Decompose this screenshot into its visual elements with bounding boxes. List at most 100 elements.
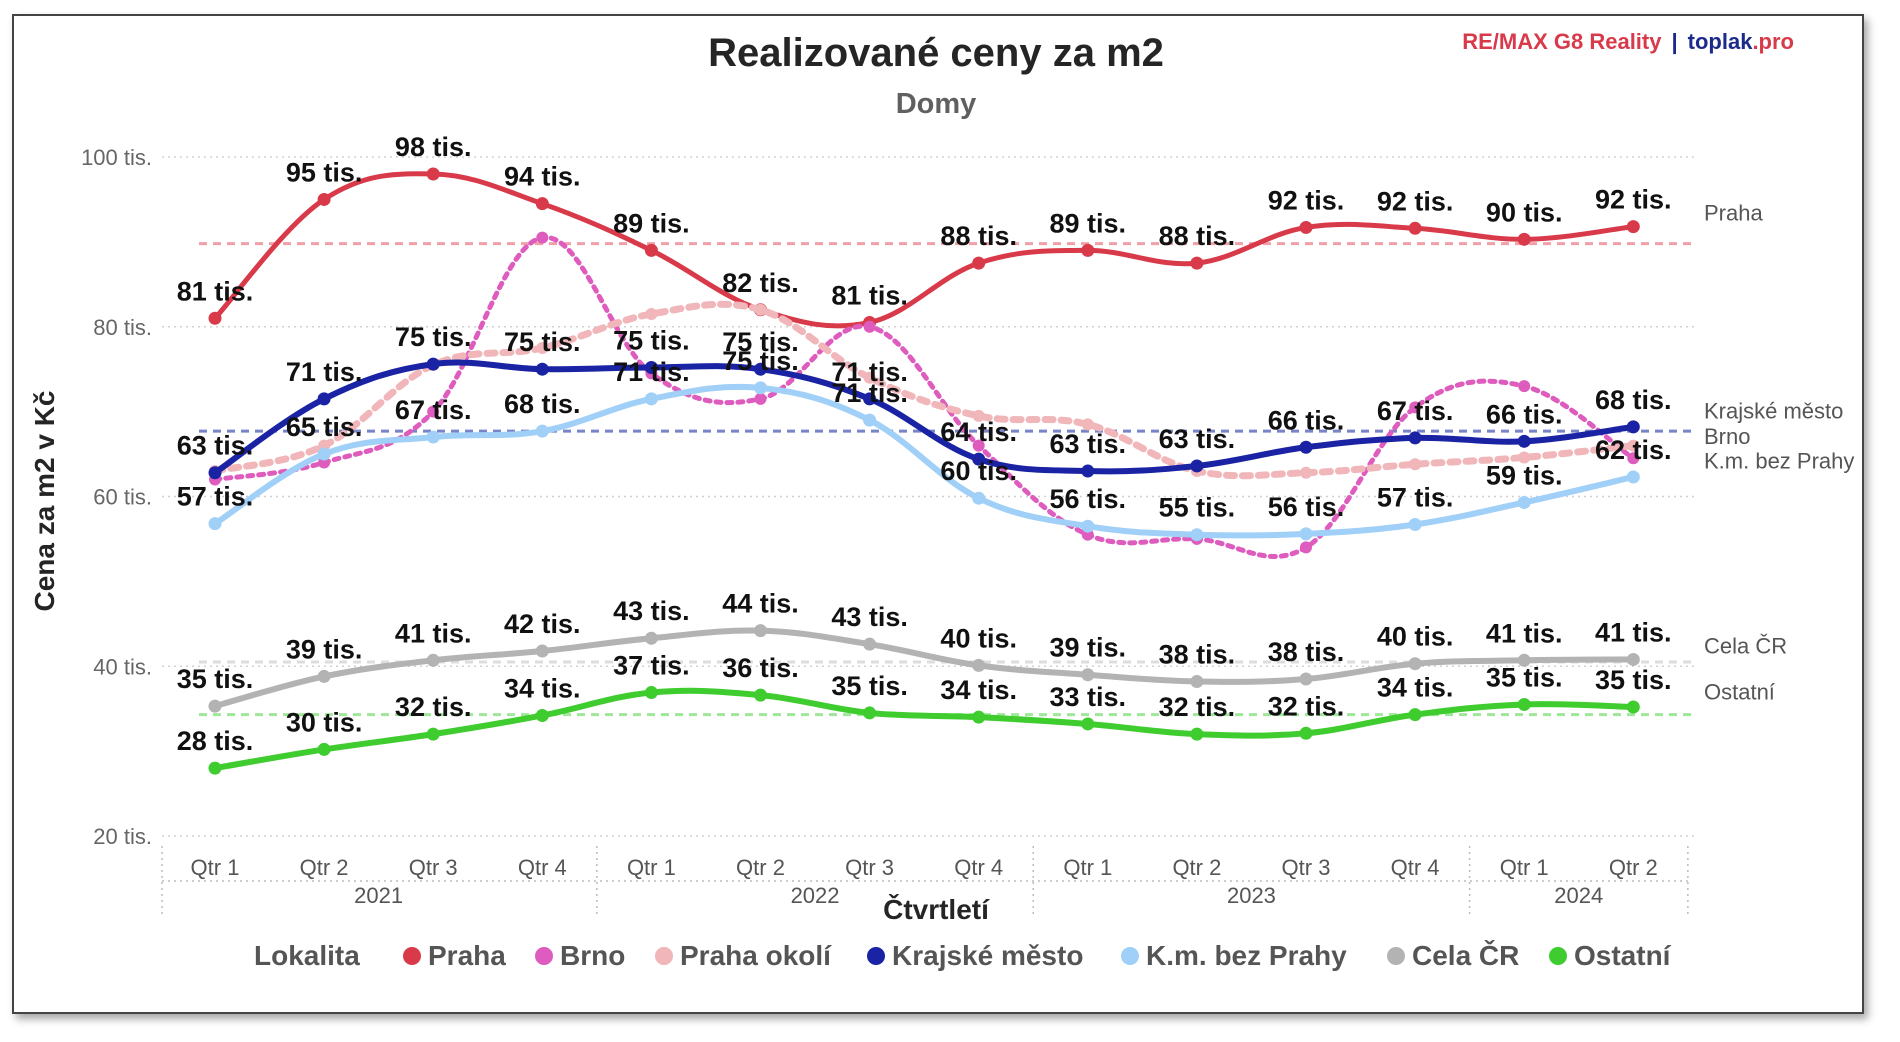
data-point-brno — [536, 231, 549, 244]
data-point-brno — [1627, 452, 1640, 465]
legend-item: Praha — [428, 940, 506, 971]
legend-marker — [655, 947, 673, 965]
brand-separator: | — [1671, 29, 1677, 54]
data-point-ostatn- — [208, 761, 222, 775]
data-label-krajsk-m-sto: 75 tis. — [722, 327, 799, 357]
series — [208, 167, 1640, 775]
data-point-brno — [863, 320, 876, 333]
y-tick-label: 20 tis. — [93, 824, 152, 849]
year-label: 2024 — [1554, 883, 1603, 908]
data-point-ostatn- — [754, 688, 767, 702]
data-point-praha-okol- — [863, 371, 876, 384]
data-label-praha: 88 tis. — [940, 221, 1017, 251]
data-point-krajsk-m-sto — [208, 466, 222, 480]
brand-toplak: toplak — [1688, 29, 1754, 54]
data-point-cela-r — [208, 699, 222, 713]
data-label-cela-r: 38 tis. — [1268, 637, 1345, 667]
data-label-krajsk-m-sto: 68 tis. — [1595, 385, 1672, 415]
end-label: K.m. bez Prahy — [1704, 448, 1854, 473]
data-point-praha-okol- — [1081, 418, 1094, 431]
data-point-krajsk-m-sto — [1408, 431, 1422, 445]
data-point-ostatn- — [535, 708, 549, 722]
x-tick-label: Qtr 1 — [627, 855, 676, 880]
data-label-k-m-bez-prahy: 57 tis. — [1377, 483, 1454, 513]
data-point-krajsk-m-sto — [535, 362, 549, 376]
data-point-krajsk-m-sto — [426, 357, 440, 371]
end-label: Krajské město — [1704, 398, 1843, 423]
data-label-cela-r: 41 tis. — [1486, 618, 1563, 648]
data-label-ostatn-: 36 tis. — [722, 653, 799, 683]
data-label-cela-r: 44 tis. — [722, 589, 799, 619]
data-point-cela-r — [972, 658, 986, 672]
data-label-ostatn-: 33 tis. — [1050, 682, 1127, 712]
data-point-cela-r — [1517, 653, 1531, 667]
data-point-k-m-bez-prahy — [1299, 527, 1313, 541]
data-point-praha — [426, 167, 440, 181]
data-point-krajsk-m-sto — [863, 392, 877, 406]
data-point-praha-okol- — [1627, 439, 1640, 452]
data-point-k-m-bez-prahy — [317, 447, 331, 461]
data-label-krajsk-m-sto: 75 tis. — [395, 322, 472, 352]
data-label-ostatn-: 37 tis. — [613, 651, 690, 681]
data-point-praha-okol- — [972, 409, 985, 422]
y-tick-label: 80 tis. — [93, 315, 152, 340]
data-point-cela-r — [1299, 672, 1313, 686]
data-label-ostatn-: 34 tis. — [1377, 673, 1454, 703]
data-point-praha — [1517, 232, 1531, 246]
data-label-cela-r: 43 tis. — [831, 602, 908, 632]
data-label-praha: 98 tis. — [395, 132, 472, 162]
data-point-krajsk-m-sto — [754, 362, 767, 376]
data-label-praha: 92 tis. — [1595, 185, 1672, 215]
data-label-cela-r: 38 tis. — [1159, 640, 1236, 670]
data-label-ostatn-: 28 tis. — [177, 726, 254, 756]
legend-item: Krajské město — [892, 940, 1083, 971]
data-point-praha-okol- — [536, 341, 549, 354]
x-axis-title: Čtvrtletí — [883, 893, 990, 925]
data-label-cela-r: 39 tis. — [1050, 633, 1127, 663]
brand-remax: RE/MAX G8 Reality — [1462, 29, 1662, 54]
data-point-praha — [1408, 221, 1422, 235]
data-point-ostatn- — [1190, 727, 1204, 741]
data-label-cela-r: 39 tis. — [286, 634, 363, 664]
data-label-cela-r: 43 tis. — [613, 596, 690, 626]
data-point-ostatn- — [1299, 726, 1313, 740]
data-point-krajsk-m-sto — [1190, 459, 1204, 473]
data-point-cela-r — [754, 624, 767, 638]
data-point-krajsk-m-sto — [317, 392, 331, 406]
x-tick-label: Qtr 4 — [1391, 855, 1440, 880]
data-point-brno — [1409, 401, 1422, 414]
data-point-praha — [972, 256, 986, 270]
legend-item: Ostatní — [1574, 940, 1672, 971]
data-point-k-m-bez-prahy — [535, 424, 549, 438]
data-label-krajsk-m-sto: 66 tis. — [1268, 405, 1345, 435]
data-label-krajsk-m-sto: 64 tis. — [940, 417, 1017, 447]
data-label-cela-r: 40 tis. — [940, 623, 1017, 653]
data-point-cela-r — [644, 631, 658, 645]
end-label: Praha — [1704, 201, 1763, 226]
data-point-k-m-bez-prahy — [863, 413, 877, 427]
data-point-ostatn- — [1626, 700, 1640, 714]
data-label-k-m-bez-prahy: 75 tis. — [722, 346, 799, 376]
end-label: Brno — [1704, 424, 1750, 449]
data-label-praha: 94 tis. — [504, 162, 581, 192]
x-tick-label: Qtr 1 — [1500, 855, 1549, 880]
data-point-cela-r — [1190, 675, 1204, 689]
data-point-praha — [1299, 220, 1313, 234]
data-point-ostatn- — [644, 686, 658, 700]
legend-item: Praha okolí — [680, 940, 832, 971]
data-label-k-m-bez-prahy: 67 tis. — [395, 395, 472, 425]
data-point-praha-okol- — [1409, 458, 1422, 471]
chart-frame: Realizované ceny za m2 Domy RE/MAX G8 Re… — [12, 14, 1864, 1014]
data-label-praha: 92 tis. — [1268, 185, 1345, 215]
x-tick-label: Qtr 2 — [736, 855, 785, 880]
x-tick-label: Qtr 2 — [1609, 855, 1658, 880]
y-tick-label: 40 tis. — [93, 654, 152, 679]
data-point-praha — [644, 243, 658, 257]
data-point-cela-r — [1626, 652, 1640, 666]
data-label-krajsk-m-sto: 71 tis. — [286, 357, 363, 387]
legend-item: K.m. bez Prahy — [1146, 940, 1347, 971]
brand-pro: .pro — [1752, 29, 1794, 54]
data-point-praha — [1626, 220, 1640, 234]
data-label-ostatn-: 30 tis. — [286, 707, 363, 737]
